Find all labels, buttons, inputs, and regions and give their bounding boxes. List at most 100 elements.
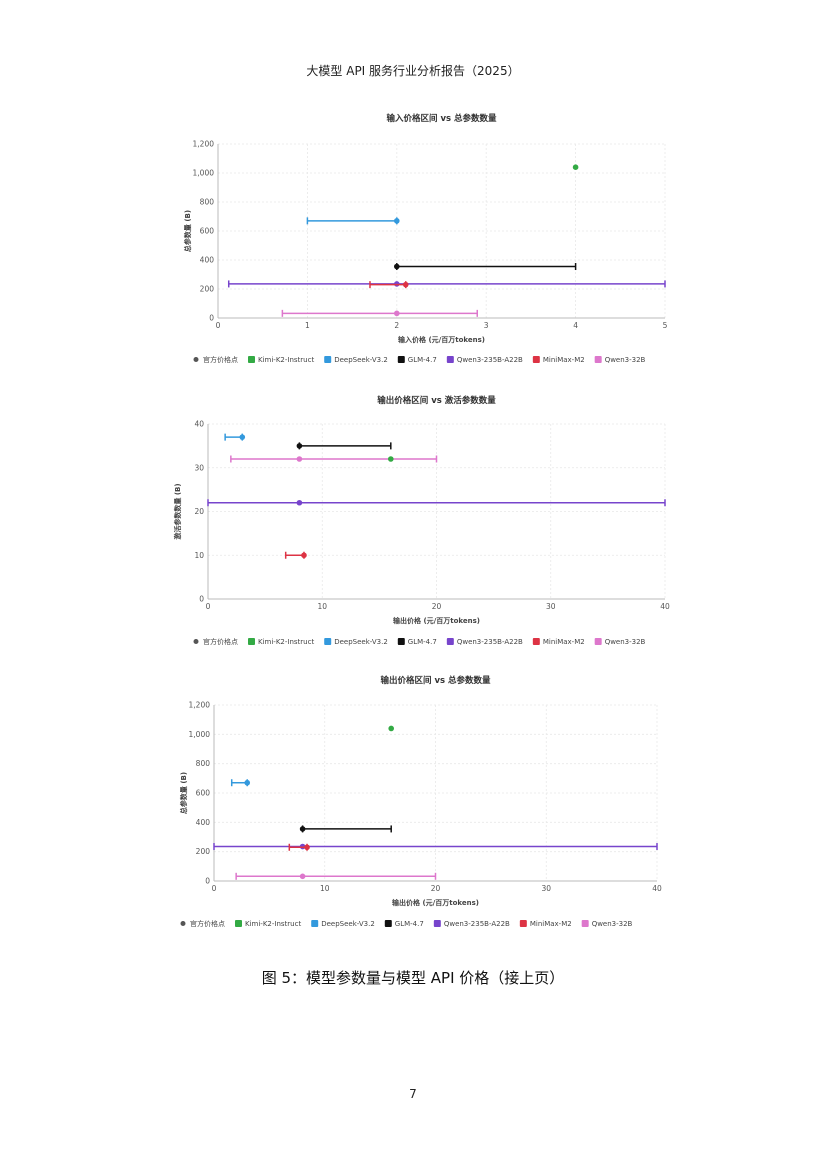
legend-swatch (397, 356, 405, 363)
legend-swatch (235, 920, 242, 927)
legend-swatch (581, 920, 589, 927)
x-tick-label: 20 (432, 602, 442, 611)
official-price-point (388, 725, 395, 732)
official-price-point (301, 552, 307, 559)
legend-swatch (532, 638, 540, 645)
x-tick-label: 4 (573, 321, 578, 330)
legend-label: MiniMax-M2 (543, 356, 585, 364)
legend-swatch (397, 638, 405, 645)
y-tick-label: 1,200 (193, 140, 215, 149)
legend-label: MiniMax-M2 (543, 638, 585, 646)
y-tick-label: 400 (200, 256, 215, 265)
legend-swatch (384, 920, 392, 927)
official-price-point (394, 310, 400, 317)
chart-title: 输出价格区间 vs 激活参数数量 (377, 395, 496, 406)
legend-marker (180, 921, 186, 926)
legend-label: Qwen3-235B-A22B (457, 356, 523, 364)
x-tick-label: 40 (652, 884, 662, 893)
legend-swatch (311, 920, 319, 927)
legend-label: GLM-4.7 (395, 920, 424, 928)
x-axis-label: 输入价格 (元/百万tokens) (398, 335, 485, 344)
figure-caption: 图 5：模型参数量与模型 API 价格（接上页） (261, 969, 565, 987)
legend-swatch (594, 638, 602, 645)
x-tick-label: 0 (216, 321, 221, 330)
legend-swatch (446, 356, 454, 363)
x-tick-label: 20 (431, 884, 441, 893)
legend-label: Qwen3-32B (592, 920, 633, 928)
legend-swatch (324, 638, 332, 645)
y-tick-label: 800 (200, 198, 215, 207)
y-tick-label: 600 (196, 789, 211, 798)
chart-output-price-vs-total-params: 输出价格区间 vs 总参数数量 0 200 400 600 800 1,000 1,200 0 1… (179, 675, 662, 928)
y-tick-label: 200 (200, 285, 215, 294)
x-tick-label: 5 (663, 321, 668, 330)
legend-marker (193, 639, 199, 644)
legend-swatch (433, 920, 441, 927)
official-price-point (394, 218, 400, 224)
y-tick-label: 1,000 (189, 730, 211, 739)
x-tick-label: 0 (206, 602, 211, 611)
y-axis-label: 激活参数数量 (B) (173, 483, 182, 539)
y-tick-label: 10 (194, 551, 204, 560)
y-axis-label: 总参数量 (B) (179, 772, 188, 814)
legend-label: GLM-4.7 (408, 638, 437, 646)
page-number: 7 (409, 1087, 417, 1101)
legend-swatch (324, 356, 332, 363)
legend-label: 官方价格点 (203, 355, 238, 364)
x-tick-label: 10 (320, 884, 330, 893)
official-price-point (239, 434, 246, 440)
legend-label: Kimi-K2-Instruct (258, 638, 314, 646)
y-tick-label: 30 (194, 463, 204, 472)
y-tick-label: 600 (200, 227, 215, 236)
official-price-point (296, 443, 303, 449)
legend-label: Qwen3-235B-A22B (457, 638, 523, 646)
legend-swatch (248, 638, 255, 645)
x-tick-label: 1 (305, 321, 310, 330)
y-tick-label: 0 (209, 314, 214, 323)
legend-swatch (446, 638, 454, 645)
official-price-point (394, 263, 400, 270)
legend-label: Qwen3-32B (605, 356, 646, 364)
official-price-point (402, 281, 409, 288)
legend-label: Qwen3-235B-A22B (444, 920, 510, 928)
legend-label: DeepSeek-V3.2 (321, 920, 375, 928)
y-tick-label: 20 (194, 507, 204, 516)
legend-swatch (519, 920, 527, 927)
legend-swatch (248, 356, 255, 363)
y-axis-label: 总参数量 (B) (183, 210, 192, 252)
chart-title: 输出价格区间 vs 总参数数量 (380, 675, 491, 686)
y-tick-label: 800 (196, 759, 211, 768)
official-price-point (304, 844, 310, 851)
legend-label: MiniMax-M2 (530, 920, 572, 928)
legend-swatch (532, 356, 540, 363)
y-tick-label: 200 (196, 847, 211, 856)
legend-swatch (594, 356, 602, 363)
legend-label: DeepSeek-V3.2 (334, 356, 388, 364)
official-price-point (572, 164, 579, 170)
x-tick-label: 40 (660, 602, 670, 611)
y-tick-label: 40 (194, 420, 204, 429)
x-tick-label: 0 (212, 884, 217, 893)
official-price-point (299, 826, 306, 832)
y-tick-label: 1,200 (189, 701, 211, 710)
legend-label: Kimi-K2-Instruct (258, 356, 314, 364)
y-tick-label: 0 (205, 877, 210, 886)
x-tick-label: 3 (484, 321, 489, 330)
legend-marker (193, 357, 199, 362)
x-tick-label: 10 (317, 602, 327, 611)
official-price-point (296, 456, 303, 462)
legend-label: GLM-4.7 (408, 356, 437, 364)
legend-label: Qwen3-32B (605, 638, 646, 646)
legend-label: DeepSeek-V3.2 (334, 638, 388, 646)
legend-label: Kimi-K2-Instruct (245, 920, 301, 928)
legend-label: 官方价格点 (203, 637, 238, 646)
legend-label: 官方价格点 (190, 919, 225, 928)
x-tick-label: 2 (394, 321, 399, 330)
running-header: 大模型 API 服务行业分析报告（2025） (306, 64, 520, 78)
official-price-point (299, 873, 306, 880)
x-axis-label: 输出价格 (元/百万tokens) (393, 616, 480, 625)
official-price-point (244, 779, 251, 786)
official-price-point (388, 456, 394, 462)
chart-input-price-vs-total-params: 输入价格区间 vs 总参数数量 0 200 400 600 800 1,000 1,200 0 1… (183, 113, 668, 364)
chart-output-price-vs-active-params: 输出价格区间 vs 激活参数数量 0 10 20 30 40 0 10 20 30 40 输出价格 (… (173, 395, 670, 646)
